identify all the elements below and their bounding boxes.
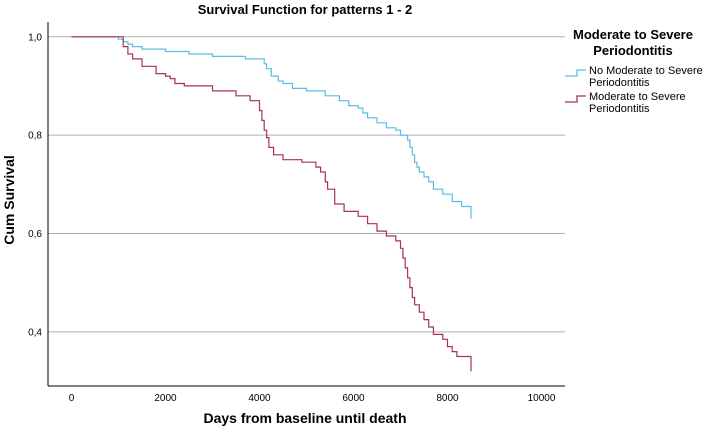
series-line-1 [71,36,472,372]
legend-label-periodontitis-line2: Periodontitis [589,103,650,115]
x-tick-label: 10000 [528,393,556,404]
tick-labels: 0,4 0,6 0,8 1,0 0 2000 4000 6000 8000 10000 [28,32,556,404]
legend-label-periodontitis-line1: Moderate to Severe [589,91,686,103]
legend-swatch-periodontitis [565,95,586,103]
series-line-0 [71,36,472,219]
x-tick-label: 4000 [248,393,271,404]
legend-title-line2: Periodontitis [593,43,672,58]
x-tick-label: 8000 [436,393,459,404]
series-lines [71,36,472,372]
legend-title-line1: Moderate to Severe [573,27,693,42]
axes [47,22,565,387]
grid-lines [48,36,565,333]
legend-item-periodontitis: Moderate to Severe Periodontitis [565,91,686,115]
y-tick-label: 1,0 [28,32,42,43]
y-tick-label: 0,6 [28,229,42,240]
y-tick-label: 0,4 [28,327,42,338]
y-tick-label: 0,8 [28,131,42,142]
x-axis-label: Days from baseline until death [203,410,406,426]
legend-item-no-periodontitis: No Moderate to Severe Periodontitis [565,65,703,89]
x-tick-label: 0 [69,393,75,404]
legend-label-no-periodontitis-line1: No Moderate to Severe [589,65,703,77]
x-tick-label: 2000 [154,393,177,404]
x-tick-label: 6000 [342,393,365,404]
chart-title: Survival Function for patterns 1 - 2 [198,2,413,17]
y-axis-label: Cum Survival [1,155,17,244]
legend-label-no-periodontitis-line2: Periodontitis [589,77,650,89]
legend-swatch-no-periodontitis [565,69,586,77]
legend: Moderate to Severe Periodontitis No Mode… [565,27,703,115]
